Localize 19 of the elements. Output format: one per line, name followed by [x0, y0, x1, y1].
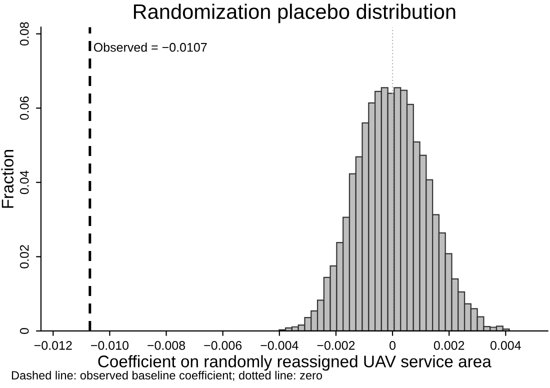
y-tick-label: 0.02	[20, 245, 29, 268]
x-tick-label: −0.004	[260, 341, 298, 350]
y-tick-label: 0.04	[20, 170, 29, 194]
x-tick-label: 0	[390, 341, 396, 350]
x-tick-label: −0.008	[148, 341, 186, 350]
ref-line-label: Observed = −0.0107	[94, 42, 207, 52]
y-tick-label: 0.06	[20, 96, 29, 120]
y-tick-label: 0.08	[20, 22, 29, 46]
x-tick-label: 0.004	[490, 341, 521, 350]
y-tick-label: 0	[20, 328, 29, 334]
chart-title: Randomization placebo distribution	[134, 4, 456, 24]
y-axis-title: Fraction	[1, 150, 14, 208]
x-tick-label: −0.010	[91, 341, 129, 350]
x-axis-title: Coefficient on randomly reassigned UAV service area	[98, 355, 492, 371]
x-tick-label: −0.006	[204, 341, 242, 350]
text: Dashed line: observed baseline coefficient; dotted line: zero	[12, 370, 322, 381]
x-tick-label: 0.002	[434, 341, 464, 350]
x-tick-label: −0.002	[317, 341, 355, 350]
x-tick-label: −0.012	[34, 341, 72, 350]
